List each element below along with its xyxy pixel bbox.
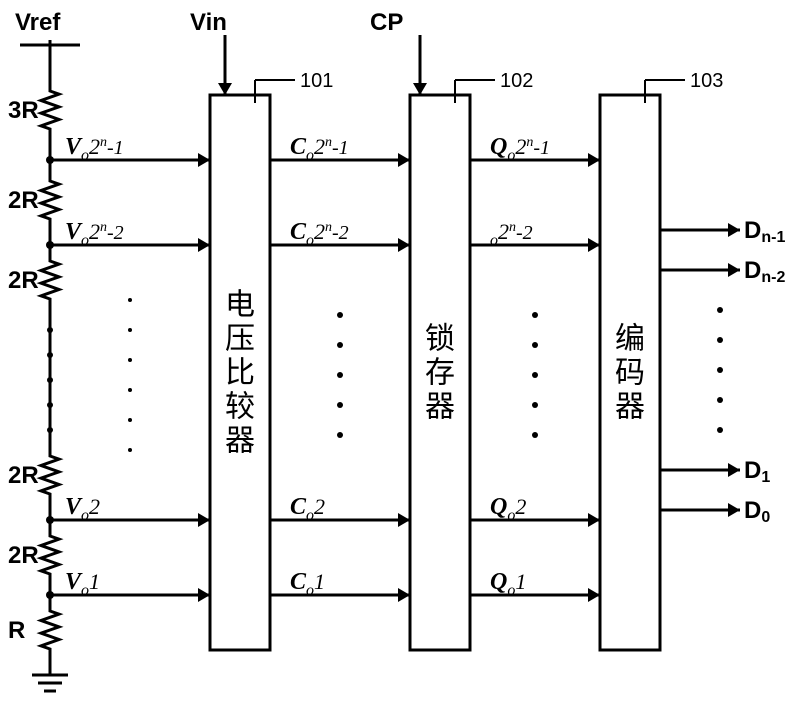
svg-text:压: 压 [225, 323, 255, 356]
svg-text:器: 器 [425, 391, 455, 424]
cp-label: CP [370, 9, 403, 36]
block-title-101: 电压比较器 [225, 289, 255, 458]
block-num-101: 101 [300, 70, 333, 92]
svg-text:比: 比 [225, 357, 255, 390]
svg-text:编: 编 [615, 323, 645, 356]
output-label: D1 [744, 457, 770, 486]
svg-text:器: 器 [615, 391, 645, 424]
vin-label: Vin [190, 9, 227, 36]
output-label: D0 [744, 497, 770, 526]
resistor-label: 2R [8, 542, 39, 569]
svg-text:存: 存 [425, 357, 455, 390]
resistor-label: 2R [8, 267, 39, 294]
block-num-102: 102 [500, 70, 533, 92]
resistor-label: R [8, 617, 25, 644]
block-title-103: 编码器 [615, 323, 645, 424]
svg-text:器: 器 [225, 425, 255, 458]
svg-text:锁: 锁 [425, 323, 455, 356]
output-label: Dn-2 [744, 257, 785, 286]
output-label: Dn-1 [744, 217, 785, 246]
vref-label: Vref [15, 9, 61, 36]
block-title-102: 锁存器 [425, 323, 455, 424]
resistor-label: 2R [8, 187, 39, 214]
adc-block-diagram: Vref3R2R2R2R2RRVo2n-1Vo2n-2Vo2Vo1VinCP电压… [0, 0, 800, 709]
block-num-103: 103 [690, 70, 723, 92]
svg-text:电: 电 [225, 289, 255, 322]
resistor-label: 2R [8, 462, 39, 489]
svg-text:较: 较 [225, 391, 255, 424]
resistor-label: 3R [8, 97, 39, 124]
svg-text:码: 码 [615, 357, 645, 390]
